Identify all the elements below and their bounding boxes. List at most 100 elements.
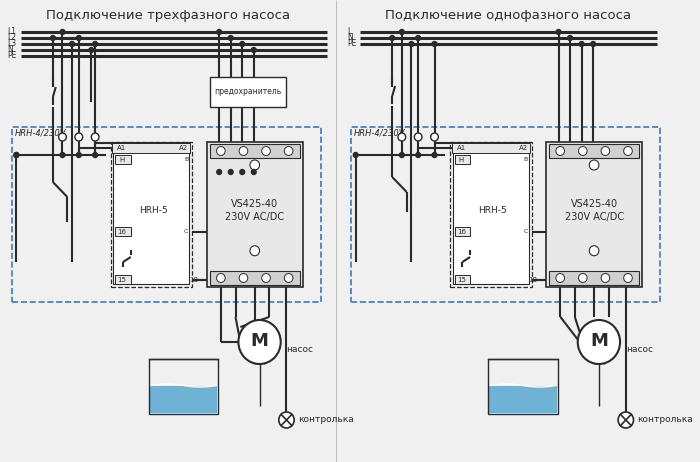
Circle shape xyxy=(239,146,248,156)
Text: 16: 16 xyxy=(457,229,466,235)
Circle shape xyxy=(262,146,270,156)
Circle shape xyxy=(284,274,293,282)
Bar xyxy=(209,77,286,107)
Circle shape xyxy=(579,42,584,47)
Text: Подключение трехфазного насоса: Подключение трехфазного насоса xyxy=(46,9,290,22)
Bar xyxy=(546,142,642,287)
Bar xyxy=(113,145,190,284)
Circle shape xyxy=(59,133,66,141)
Text: предохранитель: предохранитель xyxy=(214,87,281,97)
Circle shape xyxy=(409,42,414,47)
Circle shape xyxy=(240,170,245,175)
Text: L1: L1 xyxy=(8,26,17,36)
Text: A1: A1 xyxy=(118,145,127,151)
Circle shape xyxy=(568,36,573,41)
Circle shape xyxy=(578,320,620,364)
Circle shape xyxy=(217,30,222,35)
Circle shape xyxy=(589,246,599,256)
Bar xyxy=(111,142,192,287)
Circle shape xyxy=(279,412,294,428)
Bar xyxy=(489,385,556,413)
Text: Подключение однофазного насоса: Подключение однофазного насоса xyxy=(384,9,631,22)
Circle shape xyxy=(217,170,222,175)
Circle shape xyxy=(556,274,564,282)
Text: 15: 15 xyxy=(457,276,466,282)
Circle shape xyxy=(398,133,406,141)
Text: 16: 16 xyxy=(118,229,127,235)
Circle shape xyxy=(578,146,587,156)
Circle shape xyxy=(250,246,260,256)
Circle shape xyxy=(400,30,404,35)
Bar xyxy=(489,359,558,414)
Bar xyxy=(209,144,300,158)
Circle shape xyxy=(250,160,260,170)
Text: 18: 18 xyxy=(528,276,537,282)
Bar xyxy=(549,144,639,158)
Circle shape xyxy=(432,152,437,158)
Circle shape xyxy=(430,133,438,141)
Circle shape xyxy=(75,133,83,141)
Text: VS425-40
230V AC/DC: VS425-40 230V AC/DC xyxy=(564,199,624,222)
Text: B: B xyxy=(184,157,188,162)
Text: 18: 18 xyxy=(189,276,197,282)
Circle shape xyxy=(601,146,610,156)
Text: насос: насос xyxy=(286,346,314,354)
Circle shape xyxy=(216,146,225,156)
Circle shape xyxy=(416,152,421,158)
Text: L: L xyxy=(347,26,351,36)
Circle shape xyxy=(60,30,65,35)
Circle shape xyxy=(556,30,561,35)
Circle shape xyxy=(591,42,596,47)
Bar xyxy=(116,275,131,284)
Bar xyxy=(453,145,528,284)
Text: HRH-4/230V: HRH-4/230V xyxy=(15,129,66,138)
Circle shape xyxy=(618,412,634,428)
Text: HRH-5: HRH-5 xyxy=(139,206,168,215)
Circle shape xyxy=(14,152,19,158)
Text: L2: L2 xyxy=(8,32,17,42)
Text: PE: PE xyxy=(347,38,356,48)
Circle shape xyxy=(284,146,293,156)
Circle shape xyxy=(89,48,94,53)
Text: L3: L3 xyxy=(8,38,17,48)
Circle shape xyxy=(93,152,97,158)
Circle shape xyxy=(578,274,587,282)
Text: М: М xyxy=(251,332,269,350)
Text: контролька: контролька xyxy=(298,415,354,425)
Circle shape xyxy=(76,152,81,158)
Text: H: H xyxy=(458,157,464,163)
Circle shape xyxy=(416,36,421,41)
Circle shape xyxy=(390,36,395,41)
Bar xyxy=(455,227,470,236)
Bar xyxy=(11,127,321,302)
Circle shape xyxy=(93,42,97,47)
Circle shape xyxy=(354,152,358,158)
Circle shape xyxy=(70,42,74,47)
Circle shape xyxy=(624,146,632,156)
Bar xyxy=(150,385,217,413)
Text: PE: PE xyxy=(8,50,17,60)
Circle shape xyxy=(50,36,55,41)
Circle shape xyxy=(228,170,233,175)
Bar xyxy=(149,359,218,414)
Bar xyxy=(452,143,530,153)
Text: A2: A2 xyxy=(179,145,188,151)
Bar xyxy=(455,275,470,284)
Circle shape xyxy=(239,274,248,282)
Text: A2: A2 xyxy=(519,145,528,151)
Circle shape xyxy=(400,152,404,158)
Bar xyxy=(455,155,470,164)
Bar xyxy=(113,143,190,153)
Text: контролька: контролька xyxy=(638,415,693,425)
Bar xyxy=(206,142,303,287)
Circle shape xyxy=(76,36,81,41)
Bar xyxy=(116,155,131,164)
Circle shape xyxy=(239,320,281,364)
Circle shape xyxy=(216,274,225,282)
Text: VS425-40
230V AC/DC: VS425-40 230V AC/DC xyxy=(225,199,284,222)
Text: 15: 15 xyxy=(118,276,127,282)
Circle shape xyxy=(251,48,256,53)
Text: C: C xyxy=(524,229,528,234)
Text: H: H xyxy=(120,157,125,163)
Circle shape xyxy=(556,146,564,156)
